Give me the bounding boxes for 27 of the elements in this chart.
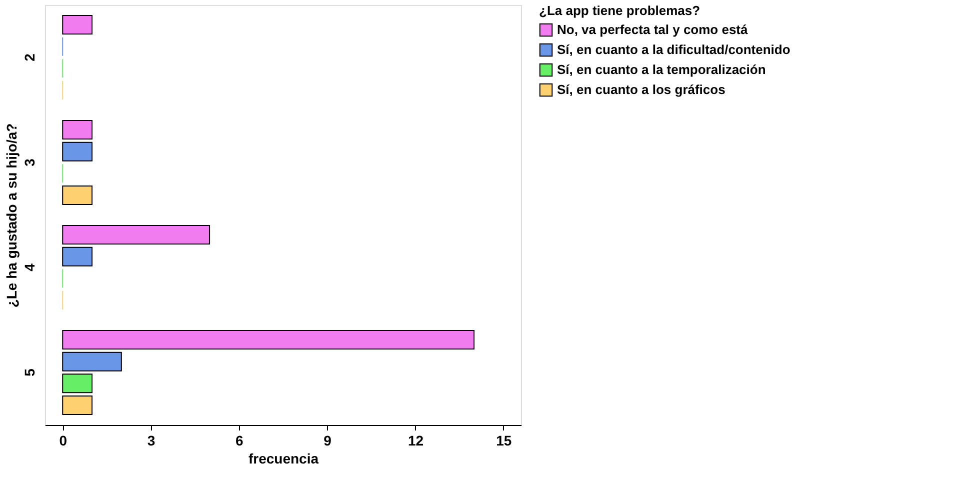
legend-title: ¿La app tiene problemas?	[539, 3, 700, 18]
bar	[62, 142, 93, 162]
y-tick-label: 4	[22, 263, 38, 272]
x-tick-label: 6	[236, 432, 244, 448]
y-tick-label: 5	[22, 368, 38, 376]
bar	[62, 246, 93, 266]
x-tick-label: 15	[496, 432, 512, 448]
bar	[62, 395, 93, 415]
x-axis-title: frecuencia	[248, 450, 319, 466]
bar	[62, 225, 210, 245]
y-tick-label: 3	[22, 158, 38, 166]
y-tick-label: 2	[22, 53, 38, 62]
x-tick-label: 0	[59, 432, 68, 448]
bar	[62, 120, 93, 140]
bar	[62, 352, 122, 372]
legend-label: Sí, en cuanto a la temporalización	[557, 62, 766, 77]
x-tick-label: 12	[408, 432, 424, 448]
x-tick-label: 9	[324, 432, 332, 448]
legend-label: No, va perfecta tal y como está	[557, 22, 749, 37]
bar	[62, 185, 93, 205]
x-tick-label: 3	[147, 432, 156, 448]
bar	[62, 330, 474, 350]
legend-label: Sí, en cuanto a la dificultad/contenido	[557, 42, 790, 57]
bar	[62, 374, 93, 394]
bar	[62, 15, 93, 35]
y-axis-title: ¿Le ha gustado a su hijo/a?	[4, 123, 20, 308]
legend-label: Sí, en cuanto a los gráficos	[557, 82, 726, 97]
